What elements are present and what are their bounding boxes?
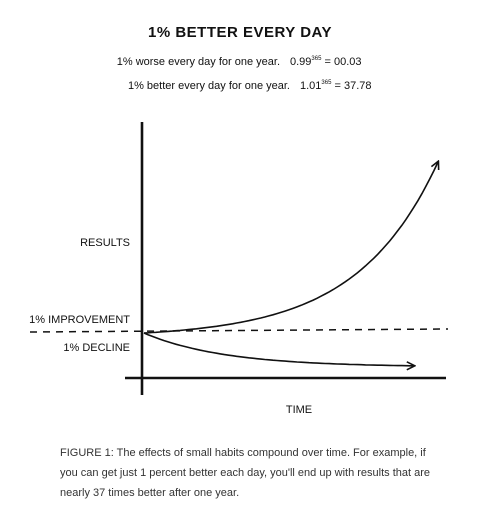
compound-growth-chart: RESULTS 1% IMPROVEMENT 1% DECLINE TIME — [29, 122, 449, 416]
improvement-label: 1% IMPROVEMENT — [29, 314, 130, 326]
equation-worse-base: 0.99 — [290, 56, 312, 68]
figure-caption: FIGURE 1: The effects of small habits co… — [60, 447, 431, 499]
equation-worse: 1% worse every day for one year. 0.99365 … — [96, 56, 362, 68]
decline-curve — [143, 332, 414, 366]
equation-better-base: 1.01 — [300, 80, 322, 92]
baseline-dashed — [29, 328, 449, 333]
equation-better-exponent: 365 — [321, 80, 332, 86]
decline-label: 1% DECLINE — [63, 342, 130, 354]
equation-better-result: = 37.78 — [334, 80, 372, 92]
page-title: 1% BETTER EVERY DAY — [148, 24, 332, 41]
improvement-curve — [143, 162, 438, 334]
equation-worse-description: 1% worse every day for one year. — [116, 56, 280, 68]
equation-better-description: 1% better every day for one year. — [127, 80, 290, 92]
y-axis-label: RESULTS — [80, 237, 130, 249]
equation-better: 1% better every day for one year. 1.01365… — [96, 80, 372, 92]
x-axis-label: TIME — [286, 404, 312, 416]
equation-worse-exponent: 365 — [311, 56, 322, 62]
equation-worse-result: = 00.03 — [324, 56, 362, 68]
